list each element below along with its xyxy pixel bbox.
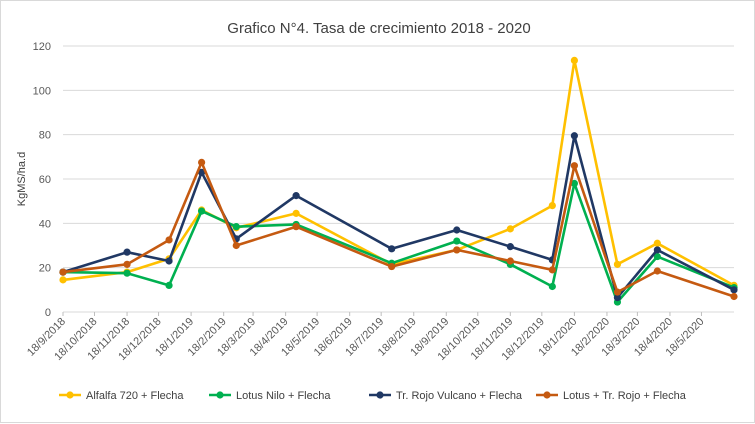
legend-item-4: Lotus + Tr. Rojo + Flecha	[536, 390, 687, 402]
data-point	[548, 266, 556, 274]
data-point	[653, 252, 661, 261]
y-tick-label: 80	[39, 130, 51, 142]
data-point	[570, 162, 578, 170]
series-line	[62, 182, 735, 304]
data-point	[570, 179, 578, 188]
data-point	[388, 262, 396, 271]
y-tick-label: 120	[33, 41, 51, 53]
data-point	[570, 56, 578, 65]
data-point	[165, 236, 173, 244]
legend-label: Alfalfa 720 + Flecha	[86, 390, 184, 402]
data-point	[613, 260, 622, 268]
data-point	[232, 241, 240, 250]
data-point	[123, 260, 131, 268]
series-line	[62, 59, 735, 287]
data-point	[613, 293, 622, 302]
data-point	[548, 282, 556, 291]
legend-swatch-marker	[543, 391, 551, 399]
data-point	[388, 245, 396, 253]
data-point	[653, 246, 661, 254]
data-point	[453, 246, 461, 254]
y-tick-label: 60	[39, 174, 51, 186]
data-point	[123, 269, 131, 277]
series-4	[59, 158, 738, 301]
legend-label: Lotus + Tr. Rojo + Flecha	[563, 390, 687, 402]
y-tick-label: 100	[33, 85, 51, 97]
x-tick-labels: 18/9/201818/10/201818/11/201818/12/20181…	[25, 312, 707, 363]
data-point	[292, 209, 300, 217]
series-line	[62, 134, 735, 299]
data-point	[548, 202, 556, 210]
data-point	[570, 132, 578, 140]
y-tick-label: 0	[45, 307, 51, 319]
legend-swatch-marker	[66, 391, 74, 399]
data-point	[198, 207, 206, 215]
legend-label: Tr. Rojo Vulcano + Flecha	[396, 390, 523, 402]
series-3	[59, 132, 738, 302]
grid-lines	[63, 45, 734, 313]
data-point	[730, 286, 738, 294]
y-tick-label: 40	[39, 218, 51, 230]
data-point	[59, 268, 67, 276]
series-line	[62, 161, 735, 298]
data-point	[453, 237, 461, 245]
y-axis-label: KgMS/ha.d	[16, 152, 28, 206]
data-point	[123, 248, 131, 256]
data-point	[453, 226, 461, 234]
data-point	[292, 192, 300, 200]
data-point	[506, 257, 514, 265]
series-1	[59, 56, 738, 289]
data-point	[232, 223, 240, 231]
y-tick-labels: 0 20 40 60 80 100 120	[33, 41, 51, 319]
data-point	[653, 239, 661, 247]
legend-item-3: Tr. Rojo Vulcano + Flecha	[369, 390, 523, 402]
data-point	[165, 257, 173, 265]
series-2	[59, 179, 738, 306]
data-point	[198, 158, 206, 166]
legend-item-2: Lotus Nilo + Flecha	[209, 390, 331, 402]
chart-title: Grafico N°4. Tasa de crecimiento 2018 - …	[227, 20, 530, 37]
data-point	[653, 267, 661, 275]
data-point	[198, 168, 206, 176]
legend-swatch-marker	[376, 391, 384, 399]
legend: Alfalfa 720 + Flecha Lotus Nilo + Flecha T…	[59, 390, 687, 402]
data-point	[292, 223, 300, 231]
data-point	[730, 292, 738, 301]
data-point	[613, 288, 622, 296]
y-tick-label: 20	[39, 263, 51, 275]
series-lines	[59, 56, 738, 306]
data-point	[59, 276, 67, 284]
legend-swatch-marker	[216, 391, 224, 399]
legend-label: Lotus Nilo + Flecha	[236, 390, 331, 402]
data-point	[165, 281, 173, 289]
data-point	[506, 225, 514, 233]
data-point	[506, 243, 514, 251]
legend-item-1: Alfalfa 720 + Flecha	[59, 390, 184, 402]
